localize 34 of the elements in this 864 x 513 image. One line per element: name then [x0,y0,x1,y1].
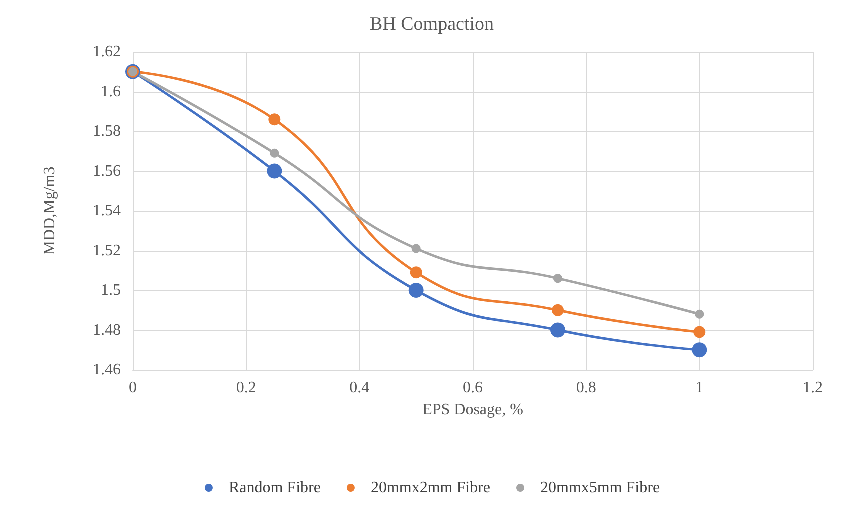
x-axis-title: EPS Dosage, % [422,402,524,418]
y-tick-label: 1.54 [93,202,121,220]
y-tick-label: 1.46 [93,362,121,378]
legend-label: Random Fibre [228,480,321,496]
y-tick-label: 1.52 [93,242,121,260]
y-tick-label: 1.6 [101,83,121,100]
chart-title: BH Compaction [370,14,495,35]
y-tick-label: 1.58 [93,123,121,140]
point [408,283,424,298]
point [267,164,282,179]
point [552,304,564,316]
point [692,342,708,358]
x-tick-label: 1.2 [803,380,823,396]
legend-label: 20mmx2mm Fibre [370,480,491,496]
x-tick-label: 0.4 [350,380,370,396]
y-axis-title: MDD,Mg/m3 [42,166,58,256]
x-tick-label: 0.6 [463,380,483,396]
point [550,322,566,338]
y-tick-label: 1.5 [101,282,121,299]
x-tick-label: 0.2 [236,380,256,396]
x-tick-label: 0.8 [576,380,596,396]
point [410,266,422,279]
point [554,274,562,284]
point [268,114,281,126]
legend-label: 20mmx5mm Fibre [540,480,660,496]
y-tick-label: 1.62 [93,44,121,60]
point [412,244,421,254]
point [694,326,706,338]
y-tick-label: 1.48 [93,322,121,339]
x-tick-label: 0 [129,380,137,396]
point [270,148,280,158]
y-tick-label: 1.56 [93,162,121,180]
point [695,310,704,319]
x-tick-label: 1 [696,380,704,396]
